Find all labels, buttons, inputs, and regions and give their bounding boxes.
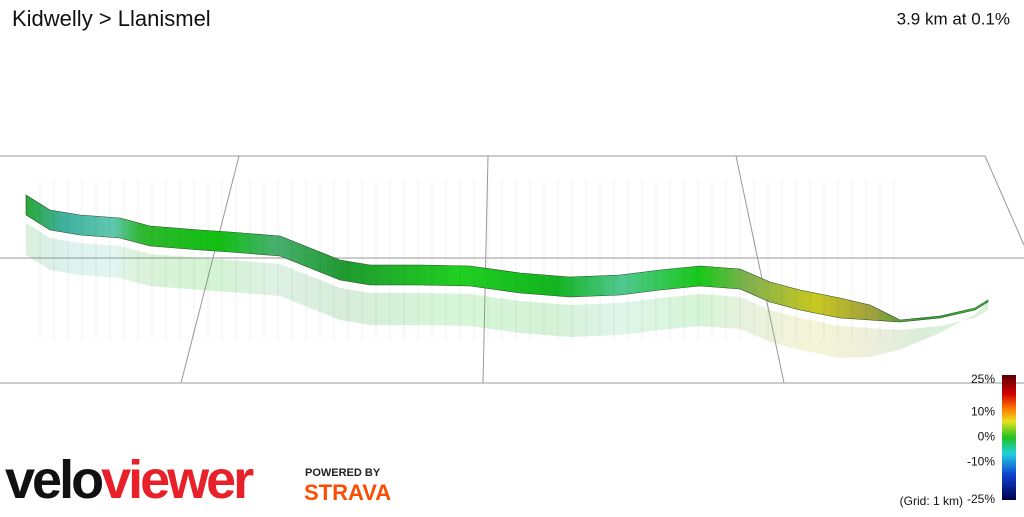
logo-viewer: viewer bbox=[101, 450, 254, 510]
profile-shadow bbox=[26, 223, 988, 358]
scale-label: 0% bbox=[978, 430, 996, 444]
scale-label: 25% bbox=[971, 372, 995, 386]
legend: 25% 10% 0% -10% -25% (Grid: 1 km) bbox=[900, 372, 996, 508]
powered-by: POWERED BY bbox=[305, 467, 381, 479]
gradient-scale bbox=[1002, 375, 1016, 500]
strava-logo: STRAVA bbox=[304, 480, 391, 505]
logo-velo: velo bbox=[5, 450, 102, 510]
grid-note: (Grid: 1 km) bbox=[900, 494, 963, 508]
scale-label: -25% bbox=[967, 492, 995, 506]
route-title: Kidwelly > Llanismel bbox=[12, 6, 211, 31]
elevation-profile bbox=[25, 180, 989, 358]
profile-ribbon bbox=[25, 194, 989, 323]
route-stats: 3.9 km at 0.1% bbox=[897, 9, 1010, 28]
logo: veloviewer bbox=[5, 450, 254, 510]
scale-label: -10% bbox=[967, 455, 995, 469]
scale-label: 10% bbox=[971, 405, 995, 419]
